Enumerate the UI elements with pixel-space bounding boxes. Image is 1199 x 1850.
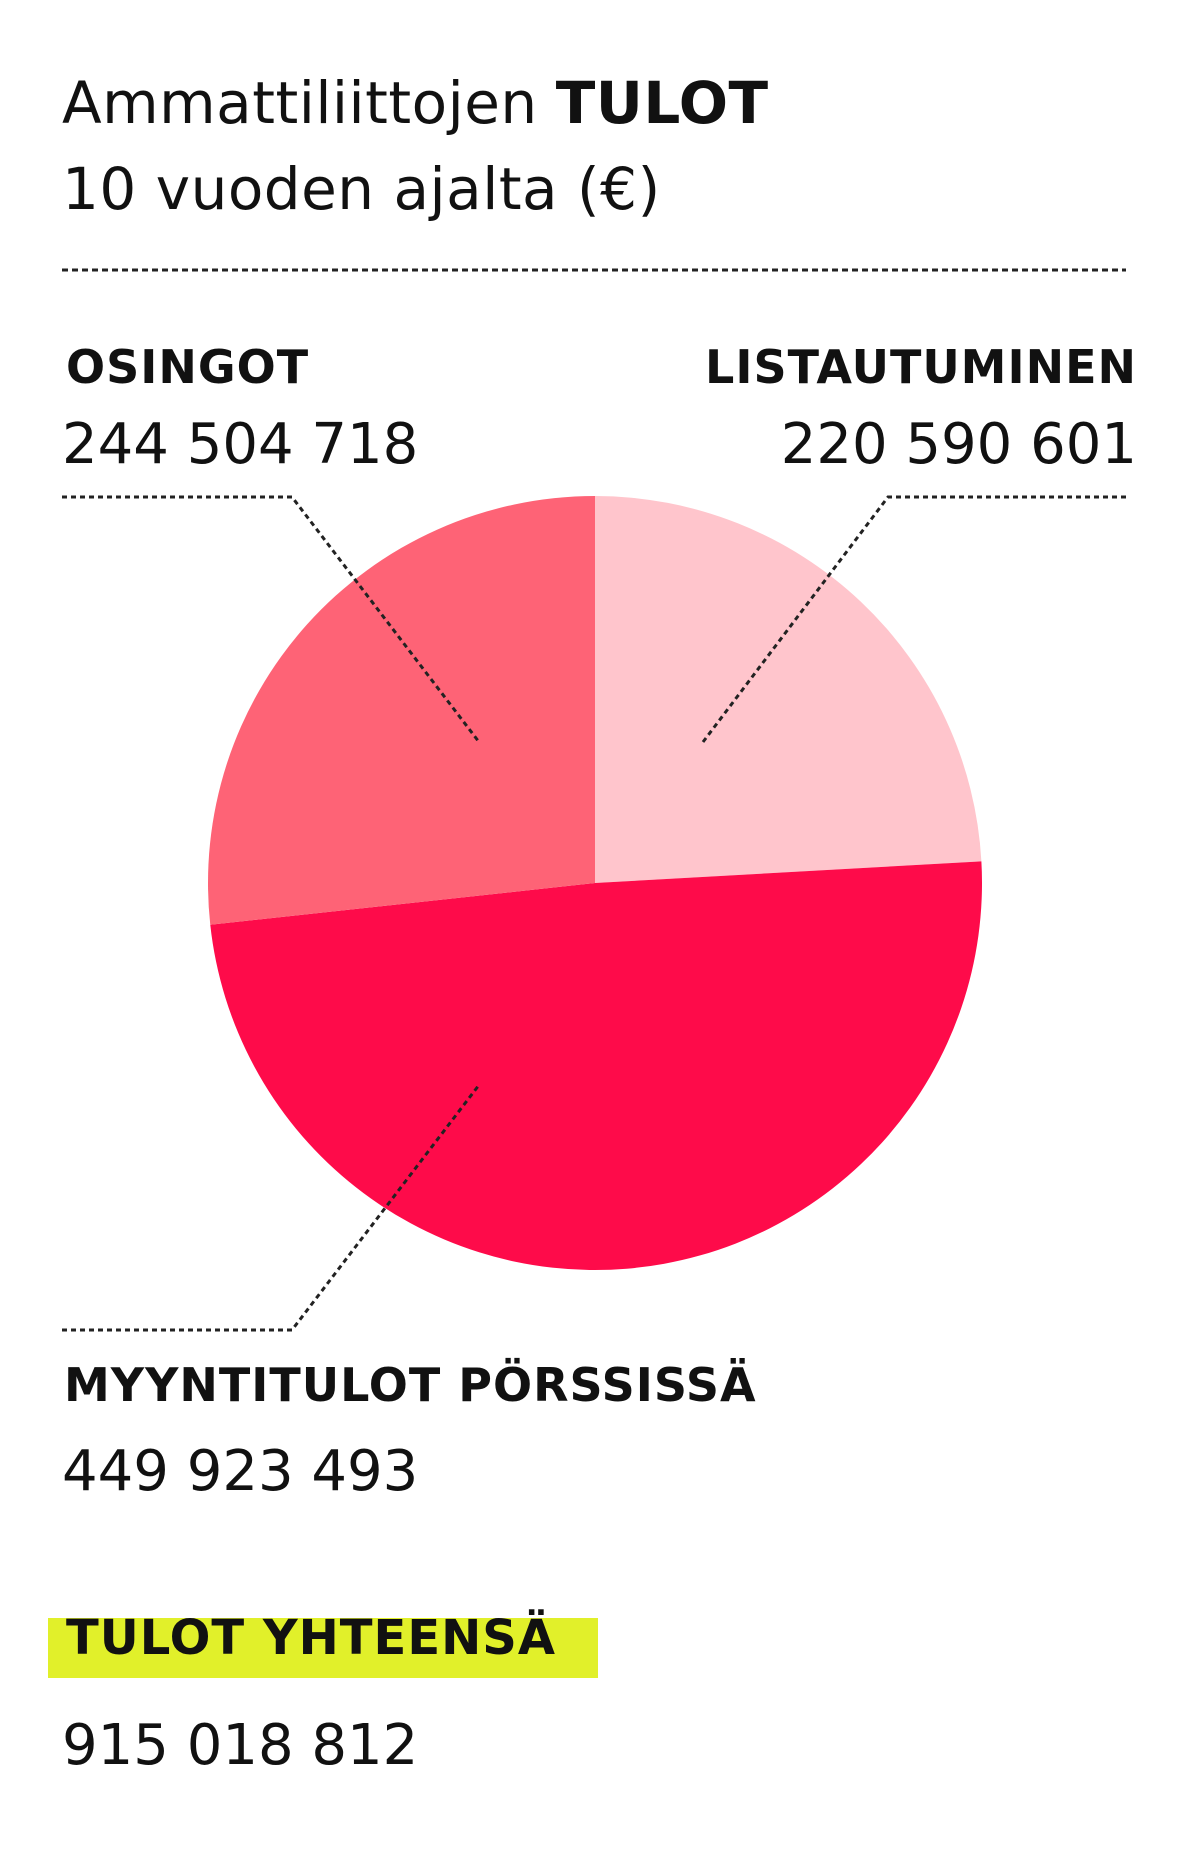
slice-value-osingot: 244 504 718 xyxy=(62,412,419,477)
pie-slice-myyntitulot xyxy=(210,861,982,1270)
slice-label-myyntitulot: MYYNTITULOT PÖRSSISSÄ xyxy=(64,1358,757,1412)
chart-title-line-1: Ammattiliittojen TULOT xyxy=(62,74,779,142)
leader-line-myyntitulot xyxy=(62,1084,481,1332)
slice-value-myyntitulot: 449 923 493 xyxy=(62,1439,419,1504)
slice-label-listautuminen: LISTAUTUMINEN xyxy=(705,340,1137,394)
total-highlight: TULOT YHTEENSÄ xyxy=(48,1614,598,1678)
leader-lines xyxy=(62,495,1126,1332)
leader-line-osingot xyxy=(62,495,481,743)
pie-slice-osingot xyxy=(207,496,595,925)
chart-title-highlight: TULOT xyxy=(545,74,779,142)
chart-title-prefix: Ammattiliittojen xyxy=(62,69,538,137)
pie-slices xyxy=(207,496,982,1270)
chart-subtitle: 10 vuoden ajalta (€) xyxy=(62,155,661,223)
total-label: TULOT YHTEENSÄ xyxy=(66,1610,556,1666)
slice-label-osingot: OSINGOT xyxy=(66,340,310,394)
total-value: 915 018 812 xyxy=(62,1713,419,1778)
pie-slice-listautuminen xyxy=(595,496,982,883)
slice-value-listautuminen: 220 590 601 xyxy=(780,412,1137,477)
leader-line-listautuminen xyxy=(701,495,1126,743)
